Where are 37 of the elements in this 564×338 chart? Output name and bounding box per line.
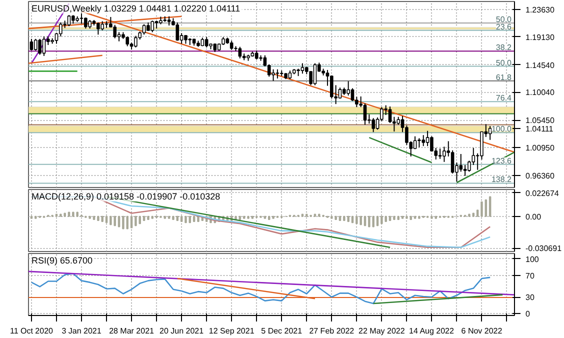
chart-title: RSI(9) 65.6700 bbox=[32, 256, 93, 266]
annotation: 23.6 bbox=[496, 22, 512, 32]
x-tick-label: 12 Sep 2021 bbox=[208, 326, 255, 336]
y-tick-label: 1.00950 bbox=[526, 144, 555, 153]
y-tick-label: 0.96360 bbox=[526, 172, 555, 181]
y-tick-label: 1.10040 bbox=[526, 88, 555, 98]
x-tick-label: 5 Dec 2021 bbox=[261, 326, 303, 336]
x-tick-label: 3 Jan 2021 bbox=[62, 326, 102, 336]
annotation: 50.0 bbox=[496, 58, 512, 68]
y-tick-label: 0.022674 bbox=[526, 188, 560, 198]
y-tick-label: 70 bbox=[526, 271, 535, 280]
x-tick-label: 6 Nov 2022 bbox=[461, 326, 503, 336]
y-tick-label: 1.19130 bbox=[526, 32, 555, 42]
y-tick-label: 1.23630 bbox=[526, 5, 555, 14]
y-tick-label: -0.030691 bbox=[526, 244, 562, 254]
annotation: 76.4 bbox=[496, 94, 512, 103]
x-tick-label: 22 May 2022 bbox=[358, 326, 406, 336]
y-tick-label: 0.00 bbox=[526, 212, 542, 222]
y-tick-label: 1.14540 bbox=[526, 60, 555, 70]
y-tick-label: 0 bbox=[526, 309, 530, 318]
x-tick-label: 20 Jun 2021 bbox=[160, 326, 204, 336]
x-tick-label: 14 Aug 2022 bbox=[409, 326, 455, 336]
annotation: 50.0 bbox=[496, 15, 512, 24]
x-tick-label: 11 Oct 2020 bbox=[10, 326, 54, 336]
annotation: 123.6 bbox=[491, 156, 512, 166]
y-tick-label: 100 bbox=[526, 254, 540, 264]
annotation: 138.2 bbox=[491, 175, 512, 184]
chart-title: EURUSD,Weekly 1.03229 1.04481 1.02220 1.04111 bbox=[32, 4, 240, 14]
annotation: 100.0 bbox=[491, 124, 512, 134]
x-tick-label: 27 Feb 2022 bbox=[309, 326, 355, 336]
y-tick-label: 30 bbox=[526, 293, 535, 302]
annotation: 61.8 bbox=[496, 72, 512, 82]
annotation: 38.2 bbox=[496, 43, 512, 52]
chart-title: MACD(12,26,9) 0.019158 -0.019907 -0.010328 bbox=[32, 192, 220, 202]
y-tick-label: 1.04111 bbox=[526, 124, 554, 134]
y-tick-label: 1.05450 bbox=[526, 116, 555, 126]
x-tick-label: 28 Mar 2021 bbox=[109, 326, 155, 336]
